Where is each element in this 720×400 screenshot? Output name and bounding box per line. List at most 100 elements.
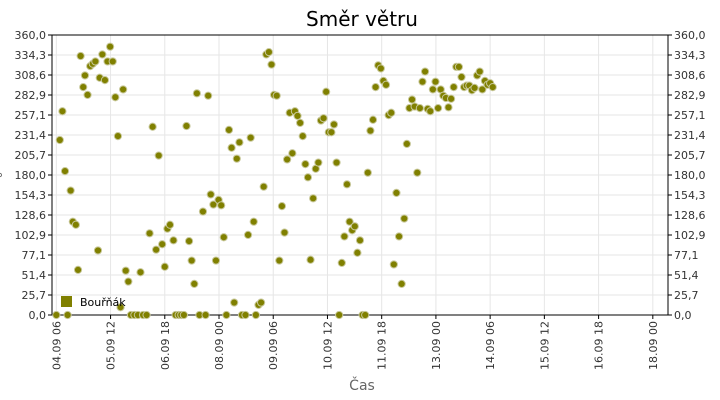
data-point bbox=[60, 167, 70, 176]
data-point bbox=[431, 77, 440, 86]
data-point bbox=[76, 51, 85, 61]
y-tick-label-right: 180,0 bbox=[674, 169, 706, 182]
data-point bbox=[113, 132, 123, 141]
x-tick-label: 14.09 06 bbox=[484, 321, 497, 370]
data-point bbox=[121, 266, 130, 275]
data-point bbox=[366, 126, 375, 135]
data-point bbox=[319, 114, 328, 123]
y-tick-label: 128,6 bbox=[15, 209, 47, 222]
y-tick-label: 360,0 bbox=[15, 29, 47, 42]
legend-label: Bouřňák bbox=[80, 296, 126, 309]
data-point bbox=[224, 125, 234, 134]
data-point bbox=[293, 111, 302, 120]
data-point bbox=[198, 207, 208, 216]
data-point bbox=[415, 104, 424, 113]
data-point bbox=[230, 298, 239, 307]
x-tick-label: 16.09 18 bbox=[593, 321, 606, 370]
y-tick-label: 257,1 bbox=[15, 109, 47, 122]
x-tick-label: 18.09 00 bbox=[647, 321, 660, 370]
data-point bbox=[136, 268, 145, 277]
data-point bbox=[108, 57, 117, 66]
data-point bbox=[187, 256, 196, 265]
data-point bbox=[413, 168, 422, 177]
data-point bbox=[93, 246, 103, 255]
y-tick-label: 231,4 bbox=[15, 129, 47, 142]
x-axis: 04.09 06 05.09 12 06.09 18 08.09 00 09.09 06… bbox=[50, 315, 660, 370]
data-point bbox=[478, 85, 487, 94]
x-tick-label: 10.09 12 bbox=[321, 321, 334, 370]
data-point bbox=[387, 108, 396, 117]
data-point bbox=[381, 80, 391, 89]
y-tick-label-right: 51,4 bbox=[674, 269, 699, 282]
data-point bbox=[420, 67, 430, 76]
data-point bbox=[303, 173, 313, 182]
data-point bbox=[433, 104, 443, 113]
data-point bbox=[106, 42, 115, 51]
data-point bbox=[119, 85, 128, 94]
data-point bbox=[446, 94, 456, 103]
data-point bbox=[58, 107, 67, 116]
data-point bbox=[206, 190, 215, 199]
x-tick-label: 08.09 00 bbox=[213, 321, 226, 370]
y-tick-label: 0,0 bbox=[29, 309, 47, 322]
data-point bbox=[145, 229, 154, 238]
legend: Bouřňák bbox=[61, 296, 126, 309]
y-tick-label-right: 25,7 bbox=[674, 289, 699, 302]
data-point bbox=[66, 186, 75, 195]
data-point bbox=[340, 232, 349, 241]
data-point bbox=[397, 279, 406, 288]
data-point bbox=[444, 103, 453, 112]
data-point bbox=[457, 72, 466, 82]
data-point bbox=[392, 188, 401, 197]
y-tick-label-right: 257,1 bbox=[674, 109, 706, 122]
data-point bbox=[389, 260, 398, 269]
data-point bbox=[259, 182, 268, 191]
data-points bbox=[52, 42, 497, 320]
data-point bbox=[470, 83, 479, 92]
data-point bbox=[222, 310, 231, 320]
data-point bbox=[219, 233, 228, 242]
data-point bbox=[296, 118, 305, 127]
data-point bbox=[80, 71, 90, 80]
x-tick-label: 15.09 12 bbox=[538, 321, 551, 370]
y-tick-label-right: 102,9 bbox=[674, 229, 706, 242]
data-point bbox=[428, 85, 437, 94]
data-point bbox=[335, 310, 344, 320]
x-tick-label: 11.09 18 bbox=[376, 321, 389, 370]
y-tick-label-right: 334,3 bbox=[674, 49, 706, 62]
x-tick-label: 05.09 12 bbox=[105, 321, 118, 370]
data-point bbox=[407, 95, 417, 104]
data-point bbox=[272, 91, 281, 100]
data-point bbox=[363, 168, 372, 177]
data-point bbox=[475, 67, 484, 76]
data-point bbox=[148, 122, 157, 131]
y-axis-left: 0,0 25,7 51,4 77,1 102,9 128,6 154,3 180,0 205,7… bbox=[15, 29, 52, 322]
data-point bbox=[256, 298, 266, 307]
data-point bbox=[179, 310, 188, 320]
data-point bbox=[449, 83, 458, 92]
data-point bbox=[246, 133, 255, 142]
data-point bbox=[309, 194, 318, 203]
data-point bbox=[124, 277, 133, 286]
data-point bbox=[342, 180, 352, 189]
data-point bbox=[235, 138, 244, 147]
y-tick-label-right: 360,0 bbox=[674, 29, 706, 42]
data-point bbox=[73, 265, 83, 274]
data-point bbox=[298, 132, 307, 141]
data-point bbox=[217, 201, 226, 210]
data-point bbox=[277, 202, 287, 211]
data-point bbox=[249, 217, 258, 226]
y-tick-label: 308,6 bbox=[15, 69, 47, 82]
data-point bbox=[332, 158, 341, 167]
data-point bbox=[184, 237, 194, 246]
data-point bbox=[371, 83, 380, 92]
data-point bbox=[355, 236, 365, 245]
y-tick-label-right: 205,7 bbox=[674, 149, 706, 162]
data-point bbox=[361, 310, 370, 320]
data-point bbox=[116, 303, 125, 312]
data-point bbox=[241, 310, 250, 320]
data-point bbox=[337, 258, 346, 267]
data-point bbox=[267, 60, 276, 69]
data-point bbox=[100, 76, 110, 85]
y-tick-label: 77,1 bbox=[22, 249, 47, 262]
